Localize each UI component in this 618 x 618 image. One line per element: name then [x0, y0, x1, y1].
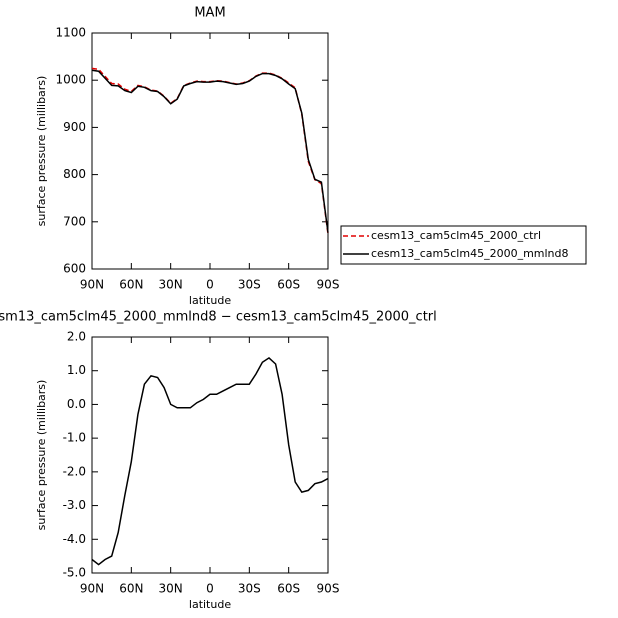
y-tick-label: 1100: [55, 26, 86, 40]
x-tick-label: 0: [206, 278, 214, 292]
x-tick-label: 30S: [238, 582, 261, 596]
x-tick-label: 90N: [80, 278, 104, 292]
x-tick-label: 90S: [317, 278, 340, 292]
x-tick-label: 30S: [238, 278, 261, 292]
y-tick-label: 900: [63, 120, 86, 134]
y-tick-label: 1000: [55, 73, 86, 87]
series-line: [91, 69, 329, 233]
y-tick-label: 600: [63, 262, 86, 276]
chart-title: cesm13_cam5clm45_2000_mmlnd8 − cesm13_ca…: [0, 310, 437, 325]
y-axis-label: surface pressure (millibars): [35, 380, 48, 531]
x-tick-label: 60S: [277, 278, 300, 292]
y-tick-label: 2.0: [67, 330, 86, 344]
y-tick-label: 700: [63, 214, 86, 228]
y-tick-label: -3.0: [63, 498, 86, 512]
x-tick-label: 30N: [159, 582, 183, 596]
series-line: [91, 67, 329, 235]
legend-box: [340, 225, 587, 265]
y-tick-label: -4.0: [63, 532, 86, 546]
series-line: [91, 356, 329, 566]
x-axis-label: latitude: [189, 294, 231, 307]
y-tick-label: 1.0: [67, 363, 86, 377]
x-tick-label: 60N: [119, 582, 143, 596]
x-tick-label: 90S: [317, 582, 340, 596]
legend-label: cesm13_cam5clm45_2000_mmlnd8: [371, 247, 569, 260]
x-tick-label: 90N: [80, 582, 104, 596]
x-tick-label: 60N: [119, 278, 143, 292]
x-axis-label: latitude: [189, 598, 231, 611]
y-tick-label: 0.0: [67, 397, 86, 411]
y-tick-label: -5.0: [63, 566, 86, 580]
y-tick-label: -2.0: [63, 464, 86, 478]
y-axis-label: surface pressure (millibars): [35, 76, 48, 227]
legend-label: cesm13_cam5clm45_2000_ctrl: [371, 229, 541, 242]
y-tick-label: 800: [63, 167, 86, 181]
x-tick-label: 60S: [277, 582, 300, 596]
plot-frame: [91, 32, 329, 270]
chart-title: MAM: [194, 6, 225, 21]
x-tick-label: 0: [206, 582, 214, 596]
plot-frame: [91, 336, 329, 574]
y-tick-label: -1.0: [63, 431, 86, 445]
x-tick-label: 30N: [159, 278, 183, 292]
